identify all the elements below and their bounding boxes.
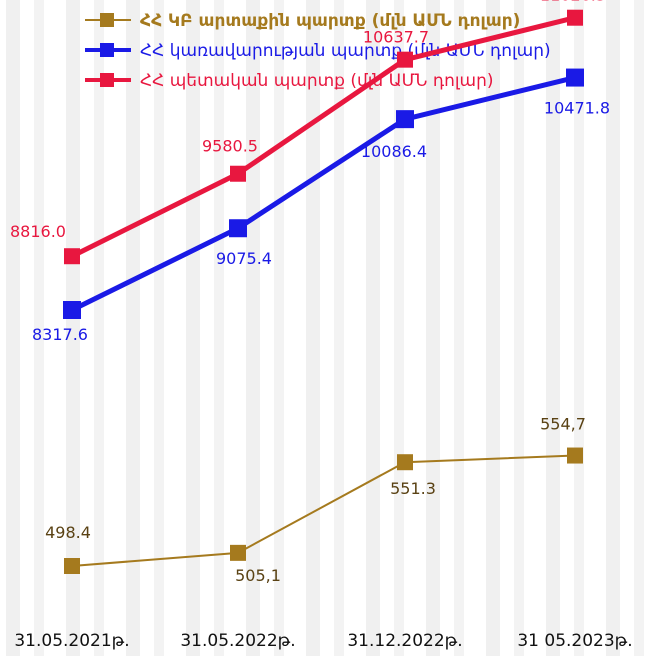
legend-marker	[100, 43, 114, 57]
x-tick-label: 31.12.2022թ.	[347, 631, 462, 651]
series-2: 8317.6 9075.4 10086.4 10471.8	[32, 68, 610, 344]
data-label: 498.4	[45, 523, 91, 542]
data-label: 9075.4	[216, 249, 272, 268]
data-label: 9580.5	[202, 137, 258, 156]
data-label: 11026.5	[540, 0, 606, 5]
data-point-marker	[566, 68, 584, 87]
data-point-marker	[397, 51, 413, 68]
data-label: 505,1	[235, 566, 281, 585]
data-point-marker	[64, 248, 80, 265]
data-point-marker	[396, 110, 414, 129]
legend-item-2: ՀՀ կառավարության պարտք (մլն ԱՄՆ դոլար)	[85, 41, 551, 61]
series-line	[71, 454, 576, 567]
legend-label: ՀՀ կառավարության պարտք (մլն ԱՄՆ դոլար)	[140, 41, 551, 61]
x-axis: 31.05.2021թ. 31.05.2022թ. 31.12.2022թ. 31 0…	[14, 631, 632, 651]
data-point-marker	[567, 447, 583, 464]
legend-label: ՀՀ պետական պարտք (մլն ԱՄՆ դոլար)	[140, 71, 493, 91]
data-label: 10637.7	[363, 28, 429, 47]
data-label: 8317.6	[32, 325, 88, 344]
data-point-marker	[64, 558, 80, 574]
legend: ՀՀ ԿԲ արտաքին պարտք (մլն ԱՄՆ դոլար) ՀՀ կա…	[85, 11, 551, 91]
x-tick-label: 31 05.2023թ.	[517, 631, 632, 651]
data-point-marker	[63, 301, 81, 319]
x-tick-label: 31.05.2021թ.	[14, 631, 129, 651]
data-label: 10086.4	[361, 142, 427, 161]
x-tick-label: 31.05.2022թ.	[180, 631, 295, 651]
data-label: 551.3	[390, 479, 436, 498]
data-point-marker	[567, 9, 583, 26]
legend-label: ՀՀ ԿԲ արտաքին պարտք (մլն ԱՄՆ դոլար)	[140, 11, 520, 31]
series-layer: 498.4 505,1 551.3 554,7 8317.6 9075.4 10086.4 1…	[10, 0, 610, 585]
legend-marker	[100, 73, 114, 87]
data-label: 8816.0	[10, 222, 66, 241]
data-point-marker	[397, 454, 413, 471]
data-point-marker	[229, 219, 247, 238]
data-point-marker	[230, 165, 246, 182]
series-line	[70, 75, 576, 313]
data-label: 10471.8	[544, 99, 610, 118]
series-line	[70, 15, 576, 259]
series-3: 8816.0 9580.5 10637.7 11026.5	[10, 0, 606, 265]
legend-item-1: ՀՀ ԿԲ արտաքին պարտք (մլն ԱՄՆ դոլար)	[85, 11, 520, 31]
data-label: 554,7	[540, 415, 586, 434]
series-1: 498.4 505,1 551.3 554,7	[45, 415, 586, 585]
legend-marker	[100, 13, 114, 27]
data-point-marker	[230, 544, 246, 561]
legend-item-3: ՀՀ պետական պարտք (մլն ԱՄՆ դոլար)	[85, 71, 493, 91]
